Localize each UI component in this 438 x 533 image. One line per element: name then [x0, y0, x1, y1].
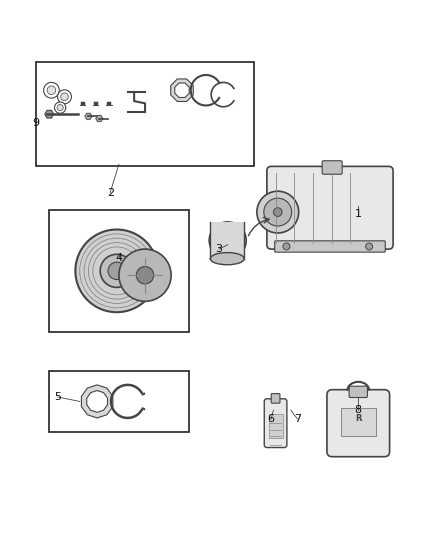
Text: 5: 5	[54, 392, 61, 402]
Circle shape	[54, 102, 66, 114]
Text: 4: 4	[115, 253, 123, 263]
Circle shape	[257, 191, 299, 233]
Text: 1: 1	[355, 209, 362, 219]
Polygon shape	[81, 385, 113, 418]
Polygon shape	[87, 391, 107, 413]
Circle shape	[61, 93, 68, 101]
FancyBboxPatch shape	[341, 408, 376, 436]
Circle shape	[47, 86, 56, 94]
Text: 6: 6	[268, 414, 275, 424]
FancyBboxPatch shape	[349, 386, 367, 398]
Circle shape	[108, 262, 125, 279]
Polygon shape	[175, 83, 189, 98]
Circle shape	[136, 266, 154, 284]
Ellipse shape	[216, 229, 240, 252]
Polygon shape	[85, 114, 92, 119]
FancyBboxPatch shape	[327, 390, 390, 457]
Circle shape	[283, 243, 290, 250]
Circle shape	[100, 254, 133, 287]
Circle shape	[366, 243, 373, 250]
Text: 2: 2	[106, 188, 114, 198]
Circle shape	[119, 249, 171, 301]
Text: 9: 9	[33, 118, 40, 128]
FancyBboxPatch shape	[267, 166, 393, 249]
Polygon shape	[96, 116, 103, 122]
Polygon shape	[45, 110, 53, 118]
FancyBboxPatch shape	[322, 161, 342, 174]
Circle shape	[57, 90, 71, 104]
Circle shape	[264, 198, 292, 226]
FancyBboxPatch shape	[210, 222, 244, 259]
Circle shape	[75, 230, 158, 312]
FancyBboxPatch shape	[275, 241, 385, 252]
Text: 8: 8	[355, 405, 362, 415]
FancyBboxPatch shape	[271, 393, 280, 403]
Ellipse shape	[209, 222, 246, 259]
Polygon shape	[171, 79, 193, 101]
FancyBboxPatch shape	[264, 399, 287, 448]
Circle shape	[44, 83, 59, 98]
Ellipse shape	[210, 253, 244, 265]
Text: R: R	[355, 414, 361, 423]
Text: 3: 3	[215, 244, 223, 254]
FancyBboxPatch shape	[268, 415, 283, 439]
Text: 7: 7	[294, 414, 301, 424]
Circle shape	[57, 104, 63, 111]
Circle shape	[273, 208, 282, 216]
